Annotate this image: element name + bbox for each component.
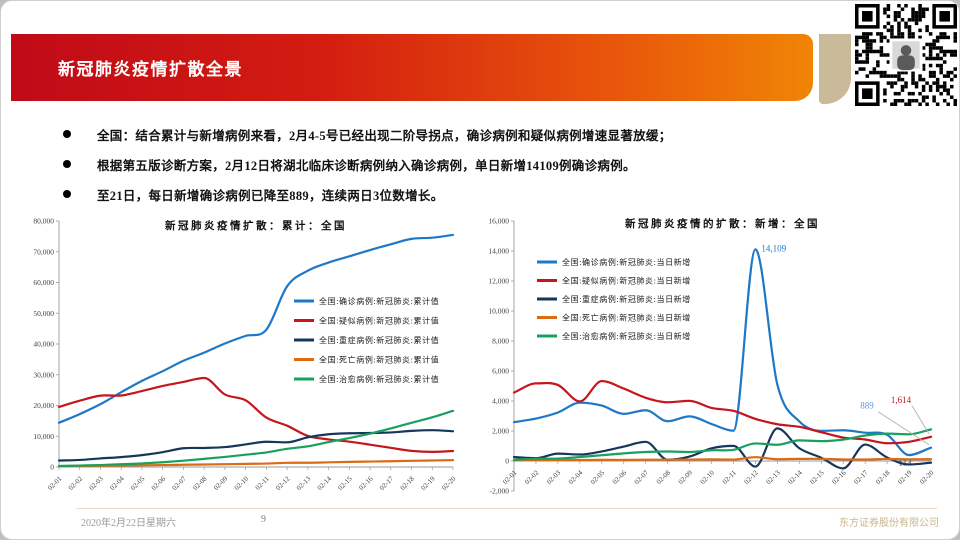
- svg-text:02-12: 02-12: [743, 468, 761, 486]
- svg-text:新冠肺炎疫情扩散：累计：全国: 新冠肺炎疫情扩散：累计：全国: [165, 219, 347, 232]
- svg-text:02-03: 02-03: [88, 474, 106, 492]
- svg-text:02-14: 02-14: [787, 468, 805, 486]
- svg-text:全国:疑似病例:新冠肺炎:当日新增: 全国:疑似病例:新冠肺炎:当日新增: [562, 276, 691, 286]
- svg-text:1,614: 1,614: [891, 395, 912, 405]
- svg-text:全国:治愈病例:新冠肺炎:当日新增: 全国:治愈病例:新冠肺炎:当日新增: [562, 331, 691, 341]
- svg-text:全国:确诊病例:新冠肺炎:当日新增: 全国:确诊病例:新冠肺炎:当日新增: [562, 257, 691, 267]
- svg-text:40,000: 40,000: [33, 340, 54, 349]
- svg-text:02-05: 02-05: [129, 474, 147, 492]
- svg-text:02-11: 02-11: [721, 468, 738, 485]
- svg-text:02-13: 02-13: [295, 474, 313, 492]
- svg-text:02-17: 02-17: [378, 474, 396, 492]
- bullet-list: 全国：结合累计与新增病例来看，2月4-5号已经出现二阶导拐点，确诊病例和疑似病例…: [63, 119, 923, 209]
- svg-text:02-20: 02-20: [440, 474, 458, 492]
- svg-text:50,000: 50,000: [33, 309, 54, 318]
- svg-text:113: 113: [898, 458, 912, 468]
- qr-code: [855, 4, 957, 106]
- bullet-dot-icon: [63, 190, 71, 198]
- svg-text:02-20: 02-20: [918, 468, 936, 486]
- footer-divider: [76, 508, 937, 509]
- svg-text:02-07: 02-07: [171, 474, 189, 492]
- svg-text:80,000: 80,000: [33, 217, 54, 226]
- svg-text:02-16: 02-16: [357, 474, 375, 492]
- svg-text:全国:治愈病例:新冠肺炎:累计值: 全国:治愈病例:新冠肺炎:累计值: [319, 374, 439, 384]
- svg-text:02-06: 02-06: [150, 474, 168, 492]
- bullet-item: 根据第五版诊断方案，2月12日将湖北临床诊断病例纳入确诊病例，单日新增14109…: [63, 149, 923, 179]
- svg-text:02-02: 02-02: [523, 468, 541, 486]
- footer-date: 2020年2月22日星期六: [81, 518, 176, 529]
- svg-text:02-05: 02-05: [589, 468, 607, 486]
- bullet-text: 全国：结合累计与新增病例来看，2月4-5号已经出现二阶导拐点，确诊病例和疑似病例…: [97, 128, 672, 143]
- svg-text:02-13: 02-13: [765, 468, 783, 486]
- svg-text:02-10: 02-10: [233, 474, 251, 492]
- svg-text:全国:死亡病例:新冠肺炎:当日新增: 全国:死亡病例:新冠肺炎:当日新增: [562, 313, 691, 323]
- svg-text:02-19: 02-19: [419, 474, 437, 492]
- svg-text:02-16: 02-16: [830, 468, 848, 486]
- svg-text:20,000: 20,000: [33, 401, 54, 410]
- svg-text:12,000: 12,000: [488, 277, 509, 286]
- svg-text:02-14: 02-14: [316, 474, 334, 492]
- svg-text:10,000: 10,000: [33, 432, 54, 441]
- svg-text:02-15: 02-15: [337, 474, 355, 492]
- svg-text:02-18: 02-18: [399, 474, 417, 492]
- svg-text:16,000: 16,000: [488, 217, 509, 226]
- svg-text:4,000: 4,000: [492, 397, 509, 406]
- svg-text:02-17: 02-17: [852, 468, 870, 486]
- page-number: 9: [261, 514, 266, 525]
- bullet-item: 全国：结合累计与新增病例来看，2月4-5号已经出现二阶导拐点，确诊病例和疑似病例…: [63, 119, 923, 149]
- svg-text:02-03: 02-03: [545, 468, 563, 486]
- svg-text:02-18: 02-18: [874, 468, 892, 486]
- svg-text:60,000: 60,000: [33, 278, 54, 287]
- svg-text:0: 0: [50, 463, 54, 472]
- svg-text:02-04: 02-04: [108, 474, 126, 492]
- svg-text:02-08: 02-08: [191, 474, 209, 492]
- bullet-text: 根据第五版诊断方案，2月12日将湖北临床诊断病例纳入确诊病例，单日新增14109…: [97, 158, 636, 173]
- svg-text:6,000: 6,000: [492, 367, 509, 376]
- svg-text:全国:死亡病例:新冠肺炎:累计值: 全国:死亡病例:新冠肺炎:累计值: [319, 355, 439, 365]
- svg-text:02-09: 02-09: [677, 468, 695, 486]
- svg-text:14,000: 14,000: [488, 247, 509, 256]
- page-title: 新冠肺炎疫情扩散全景: [58, 60, 243, 79]
- decorative-corner-shape: [819, 34, 851, 104]
- chart-cumulative-national: 80,000 70,000 60,000 50,000 40,000 30,000 20,0…: [29, 209, 479, 506]
- bullet-dot-icon: [63, 130, 71, 138]
- svg-text:全国:疑似病例:新冠肺炎:累计值: 全国:疑似病例:新冠肺炎:累计值: [319, 316, 439, 326]
- svg-text:02-19: 02-19: [896, 468, 914, 486]
- svg-text:30,000: 30,000: [33, 370, 54, 379]
- svg-text:2,000: 2,000: [492, 427, 509, 436]
- svg-text:10,000: 10,000: [488, 307, 509, 316]
- chart-svg: 16,000 14,000 12,000 10,000 8,000 6,000 4,000 2…: [488, 217, 936, 496]
- svg-text:02-15: 02-15: [808, 468, 826, 486]
- svg-text:新冠肺炎疫情的扩散：新增：全国: 新冠肺炎疫情的扩散：新增：全国: [625, 217, 820, 230]
- svg-text:全国:确诊病例:新冠肺炎:累计值: 全国:确诊病例:新冠肺炎:累计值: [319, 296, 439, 306]
- bullet-item: 至21日，每日新增确诊病例已降至889，连续两日3位数增长。: [63, 179, 923, 209]
- svg-text:02-12: 02-12: [274, 474, 292, 492]
- svg-text:全国:重症病例:新冠肺炎:当日新增: 全国:重症病例:新冠肺炎:当日新增: [562, 294, 691, 304]
- svg-text:02-06: 02-06: [611, 468, 629, 486]
- svg-text:02-01: 02-01: [501, 468, 519, 486]
- svg-text:02-11: 02-11: [254, 474, 271, 491]
- bullet-dot-icon: [63, 160, 71, 168]
- svg-text:02-09: 02-09: [212, 474, 230, 492]
- svg-text:02-07: 02-07: [633, 468, 651, 486]
- chart-svg: 80,000 70,000 60,000 50,000 40,000 30,000 20,0…: [33, 217, 458, 492]
- svg-text:全国:重症病例:新冠肺炎:累计值: 全国:重症病例:新冠肺炎:累计值: [319, 335, 439, 345]
- bullet-text: 至21日，每日新增确诊病例已降至889，连续两日3位数增长。: [97, 188, 444, 203]
- svg-text:14,109: 14,109: [761, 243, 786, 253]
- header-banner: 新冠肺炎疫情扩散全景: [11, 34, 813, 101]
- footer-company: 东方证券股份有限公司: [839, 518, 939, 529]
- svg-text:02-10: 02-10: [699, 468, 717, 486]
- svg-text:02-01: 02-01: [46, 474, 64, 492]
- svg-text:889: 889: [860, 401, 874, 411]
- svg-text:02-08: 02-08: [655, 468, 673, 486]
- svg-text:02-02: 02-02: [67, 474, 85, 492]
- svg-text:-2,000: -2,000: [490, 487, 510, 496]
- svg-text:70,000: 70,000: [33, 247, 54, 256]
- chart-daily-new-national: 16,000 14,000 12,000 10,000 8,000 6,000 4,000 2…: [477, 207, 951, 512]
- svg-text:02-04: 02-04: [567, 468, 585, 486]
- svg-text:8,000: 8,000: [492, 337, 509, 346]
- svg-text:0: 0: [505, 457, 509, 466]
